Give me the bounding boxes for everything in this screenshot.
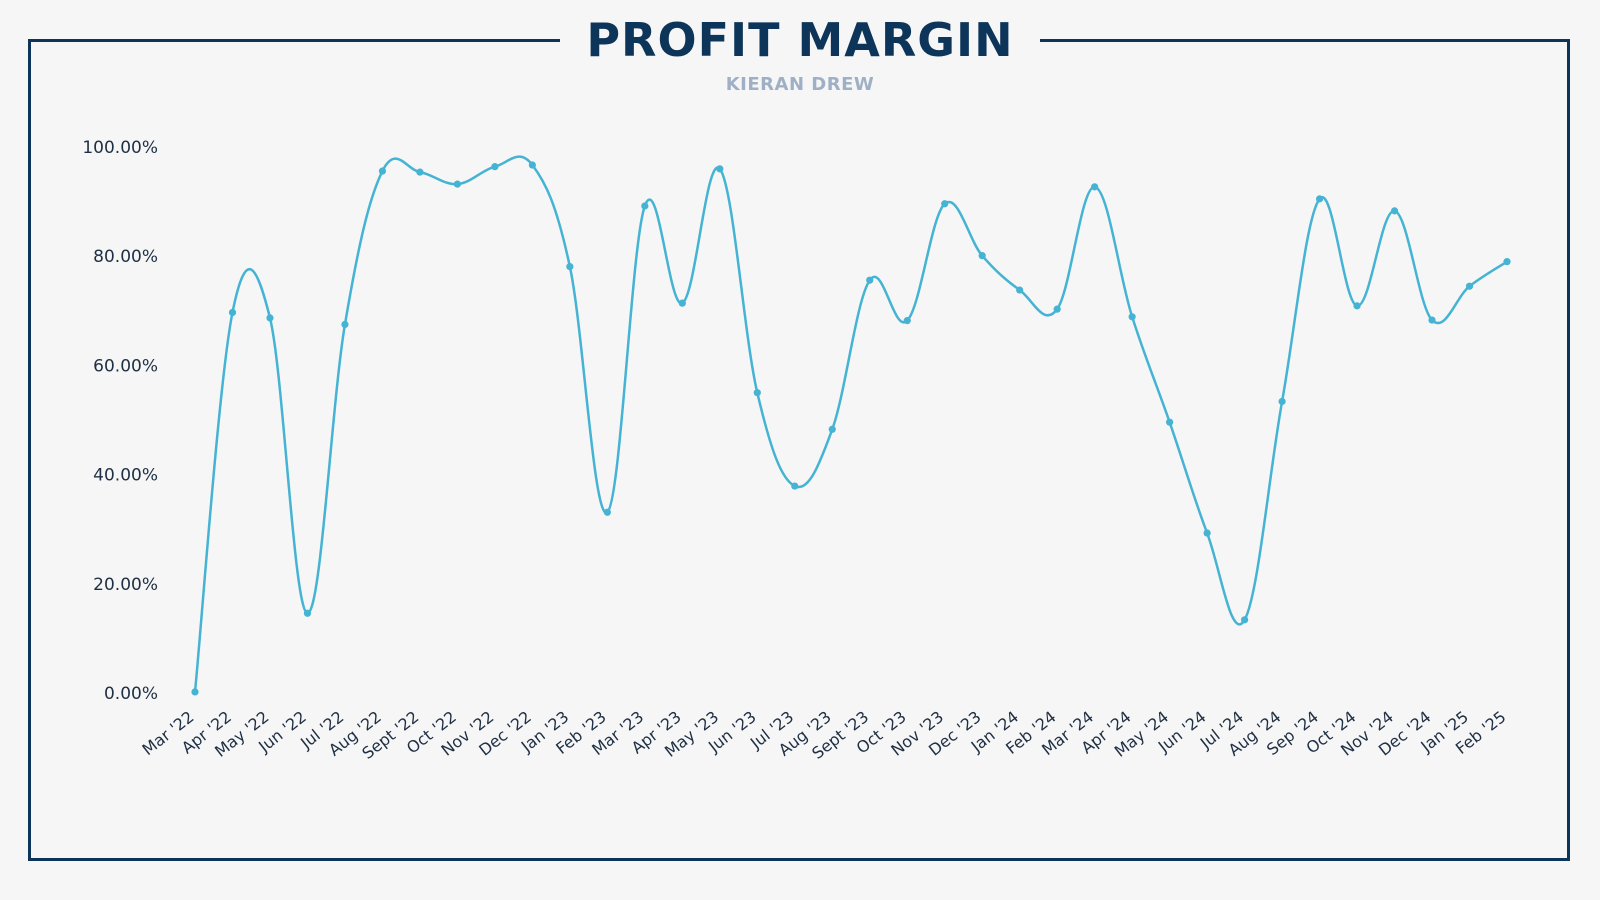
y-tick-label: 40.00%	[93, 466, 158, 486]
data-point	[1241, 616, 1249, 624]
data-point	[1503, 258, 1511, 266]
data-point	[1091, 183, 1099, 191]
data-point	[341, 320, 349, 329]
data-point	[978, 252, 986, 260]
data-point	[1428, 316, 1436, 324]
data-point	[603, 508, 611, 516]
data-point	[266, 314, 274, 322]
data-point	[941, 200, 949, 208]
y-tick-label: 60.00%	[93, 356, 158, 376]
series-points	[191, 161, 1511, 696]
data-point	[678, 299, 686, 307]
title-wrap: PROFIT MARGIN	[0, 10, 1600, 70]
data-point	[716, 165, 724, 173]
data-point	[228, 308, 237, 317]
data-point	[1390, 207, 1399, 215]
data-point	[753, 389, 761, 397]
data-point	[1203, 529, 1211, 537]
data-point	[1353, 302, 1361, 310]
data-point	[1166, 418, 1174, 426]
chart-title: PROFIT MARGIN	[560, 10, 1040, 70]
data-point	[566, 262, 574, 271]
data-point	[416, 168, 424, 176]
series-line	[193, 155, 1508, 693]
data-point	[453, 180, 461, 188]
y-tick-label: 100.00%	[82, 138, 158, 158]
y-tick-label: 0.00%	[104, 684, 158, 704]
data-point	[528, 161, 536, 169]
data-point	[1053, 305, 1061, 313]
data-point	[641, 202, 649, 210]
data-point	[1128, 313, 1136, 321]
data-point	[1465, 282, 1474, 290]
y-tick-label: 80.00%	[93, 247, 158, 267]
chart-subtitle: KIERAN DREW	[725, 74, 875, 95]
data-point	[791, 482, 799, 490]
y-axis: 0.00% 20.00% 40.00% 60.00% 80.00% 100.00%	[82, 138, 158, 704]
data-point	[828, 425, 836, 433]
data-point	[1315, 195, 1324, 203]
data-point	[1278, 397, 1286, 406]
data-point	[866, 276, 874, 284]
data-point	[378, 167, 387, 175]
y-tick-label: 20.00%	[93, 575, 158, 595]
data-point	[303, 609, 312, 617]
data-point	[491, 163, 499, 171]
data-point	[1016, 286, 1024, 294]
data-point	[903, 317, 911, 325]
data-point	[191, 688, 199, 696]
